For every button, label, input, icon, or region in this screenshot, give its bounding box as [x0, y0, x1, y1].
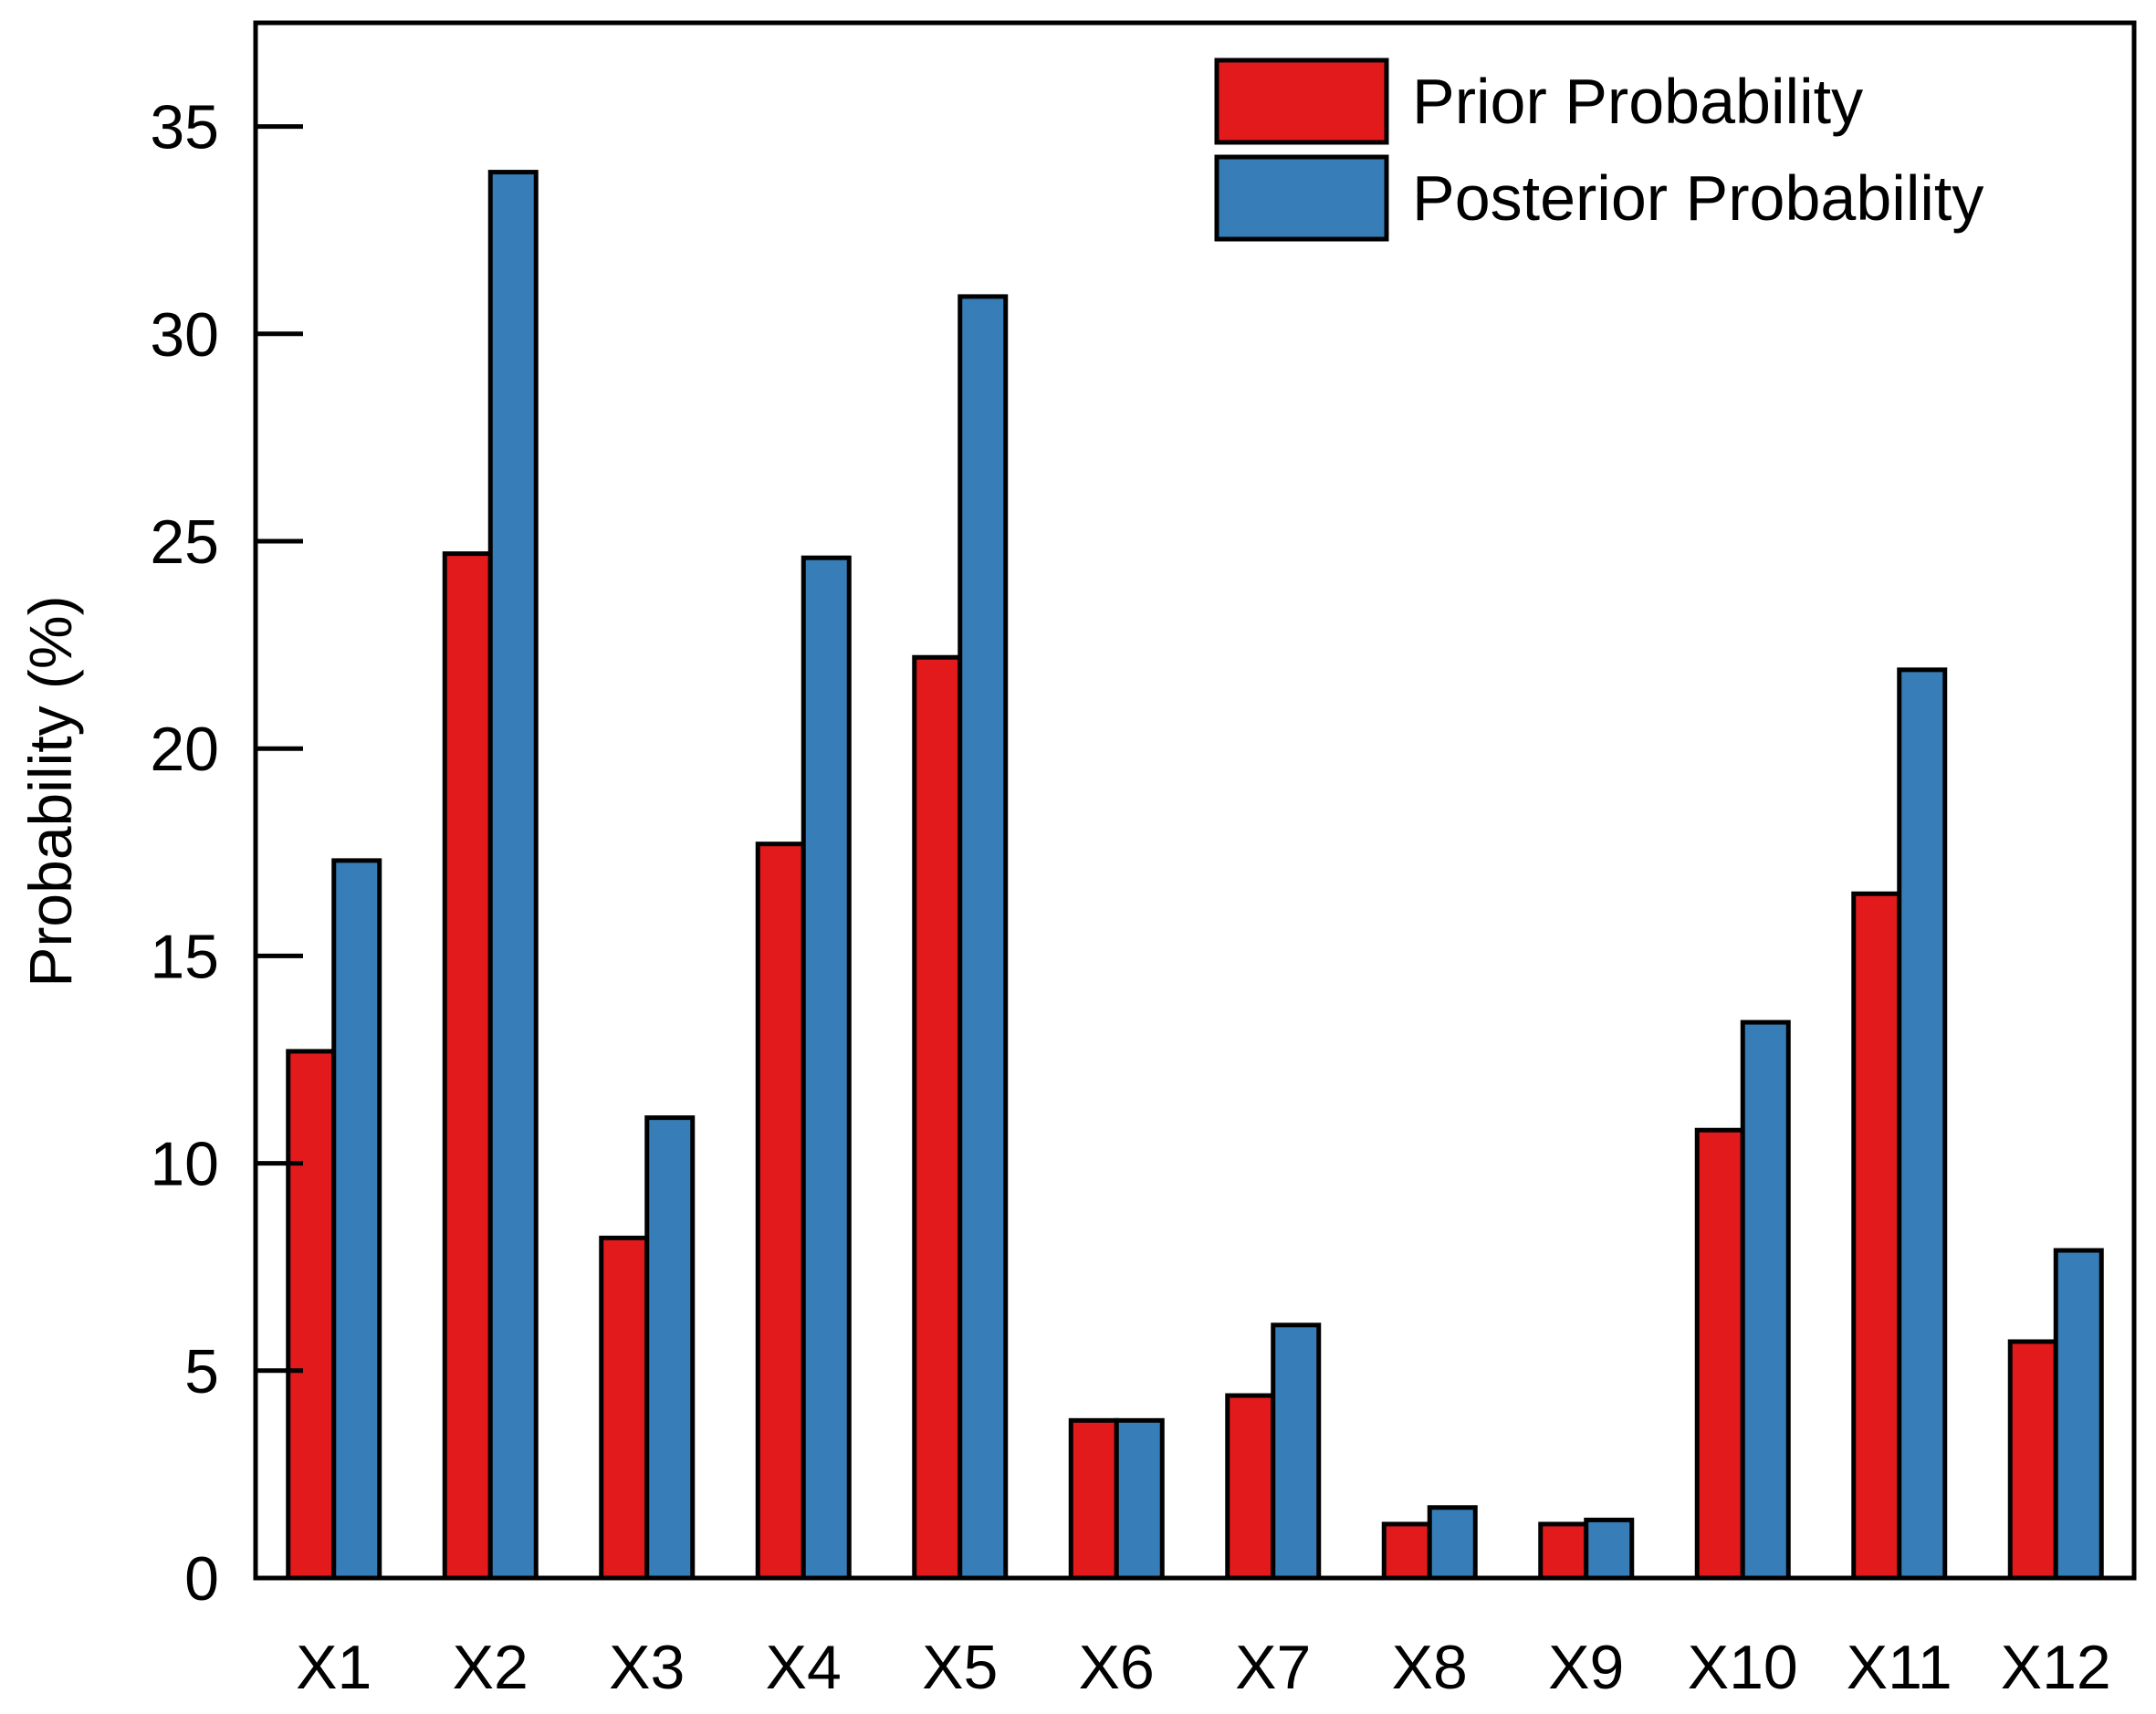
x-category-label: X10 — [1688, 1633, 1798, 1702]
bar-prior-x8 — [1381, 1521, 1432, 1581]
bar-prior-x2 — [442, 551, 493, 1581]
bar-posterior-x11 — [1897, 667, 1948, 1581]
bar-posterior-x6 — [1114, 1417, 1165, 1581]
y-tick-label: 10 — [150, 1130, 219, 1199]
bar-posterior-x12 — [2053, 1248, 2104, 1581]
x-category-label: X2 — [453, 1633, 529, 1702]
y-tick-label: 5 — [184, 1337, 219, 1406]
y-tick-label: 0 — [184, 1544, 219, 1614]
bar-posterior-x3 — [644, 1115, 696, 1581]
x-axis-category-labels: X1 X2 X3 X4 X5 X6 X7 X8 X9 X10 X11 X12 — [296, 1633, 2111, 1702]
bar-posterior-x9 — [1584, 1517, 1635, 1581]
x-category-label: X1 — [296, 1633, 372, 1702]
bar-prior-x9 — [1538, 1521, 1589, 1581]
y-tick-label: 25 — [150, 507, 219, 577]
bar-posterior-x8 — [1427, 1505, 1478, 1581]
bar-prior-x1 — [286, 1049, 337, 1581]
bars-group — [286, 170, 2104, 1581]
x-category-label: X6 — [1079, 1633, 1155, 1702]
bar-prior-x5 — [912, 654, 963, 1581]
y-tick-label: 30 — [150, 300, 219, 370]
bar-prior-x4 — [755, 841, 806, 1581]
y-tick-label: 35 — [150, 93, 219, 162]
bar-posterior-x4 — [801, 555, 852, 1581]
y-tick-label: 15 — [150, 922, 219, 991]
x-category-label: X11 — [1847, 1633, 1952, 1702]
legend-label-prior: Prior Probability — [1412, 66, 1863, 137]
bar-prior-x6 — [1068, 1417, 1119, 1581]
bar-prior-x3 — [599, 1235, 650, 1581]
x-category-label: X4 — [766, 1633, 842, 1702]
bar-posterior-x2 — [487, 170, 539, 1581]
x-category-label: X5 — [922, 1633, 998, 1702]
x-category-label: X12 — [2001, 1633, 2111, 1702]
bar-posterior-x1 — [331, 858, 382, 1581]
x-category-label: X9 — [1548, 1633, 1624, 1702]
bar-prior-x11 — [1851, 891, 1902, 1581]
legend-swatch-prior — [1214, 57, 1389, 145]
y-axis-label: Probability (%) — [16, 595, 84, 987]
bar-posterior-x10 — [1740, 1019, 1791, 1581]
bar-prior-x7 — [1225, 1393, 1276, 1581]
x-category-label: X7 — [1235, 1633, 1311, 1702]
bar-posterior-x7 — [1271, 1322, 1322, 1581]
legend: Prior Probability Posterior Probability — [1214, 57, 1983, 242]
legend-swatch-posterior — [1214, 154, 1389, 242]
plot-frame — [253, 20, 2137, 1581]
bar-prior-x12 — [2007, 1339, 2058, 1581]
y-axis-ticks: 0 5 10 15 20 25 30 35 — [150, 93, 303, 1614]
bar-prior-x10 — [1694, 1127, 1745, 1581]
bar-posterior-x5 — [958, 294, 1009, 1581]
x-category-label: X3 — [609, 1633, 685, 1702]
legend-label-posterior: Posterior Probability — [1412, 162, 1983, 234]
x-category-label: X8 — [1392, 1633, 1468, 1702]
y-tick-label: 20 — [150, 715, 219, 784]
